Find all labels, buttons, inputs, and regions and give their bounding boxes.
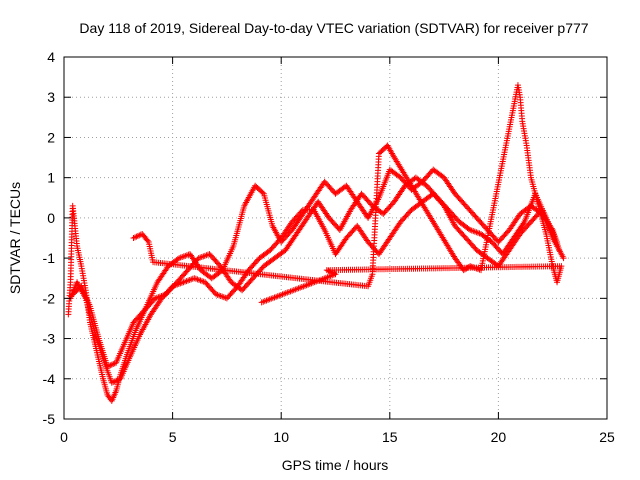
data-point — [134, 232, 141, 239]
data-point — [105, 363, 112, 370]
y-tick-label: 1 — [47, 170, 55, 186]
chart-title: Day 118 of 2019, Sidereal Day-to-day VTE… — [79, 20, 588, 36]
x-tick-label: 10 — [273, 429, 289, 445]
y-tick-label: -3 — [43, 331, 56, 347]
data-point — [137, 231, 144, 238]
data-points — [65, 82, 567, 404]
x-tick-label: 0 — [60, 429, 68, 445]
x-tick-label: 25 — [599, 429, 615, 445]
data-point — [110, 361, 117, 368]
data-point — [259, 189, 266, 196]
y-tick-label: 3 — [47, 89, 55, 105]
data-point — [298, 208, 305, 215]
data-point — [130, 235, 137, 241]
data-point — [323, 267, 330, 274]
axis-ticks: 0 5 10 15 20 25 -5 -4 -3 -2 -1 0 1 2 3 4 — [43, 49, 615, 445]
y-tick-label: -1 — [43, 250, 56, 266]
data-point — [108, 361, 115, 368]
data-point — [554, 239, 561, 246]
y-tick-label: 2 — [47, 129, 55, 145]
data-point — [108, 379, 115, 386]
y-tick-label: 0 — [47, 210, 55, 226]
plot-frame — [63, 56, 608, 420]
data-point — [131, 234, 138, 241]
x-tick-label: 5 — [169, 429, 177, 445]
data-point — [110, 379, 117, 386]
x-tick-label: 15 — [382, 429, 398, 445]
data-point — [113, 377, 120, 384]
y-tick-label: 4 — [47, 49, 55, 65]
x-axis-label: GPS time / hours — [282, 457, 389, 473]
x-tick-label: 20 — [491, 429, 507, 445]
data-point — [133, 233, 140, 240]
y-tick-label: -4 — [43, 371, 56, 387]
y-tick-label: -2 — [43, 290, 56, 306]
data-point — [111, 378, 118, 385]
data-point — [326, 268, 333, 275]
y-tick-label: -5 — [43, 411, 56, 427]
data-point — [144, 237, 151, 244]
data-point — [258, 299, 265, 306]
data-point — [520, 220, 527, 227]
data-point — [104, 363, 111, 370]
data-point — [560, 255, 567, 262]
series-excursions — [130, 82, 565, 306]
series-track-1 — [65, 166, 563, 404]
series-track-3 — [69, 174, 561, 370]
data-point — [107, 362, 114, 369]
data-point — [114, 377, 121, 384]
series-track-2 — [67, 190, 567, 386]
y-axis-label: SDTVAR / TECUs — [7, 182, 23, 294]
data-point — [325, 267, 332, 274]
